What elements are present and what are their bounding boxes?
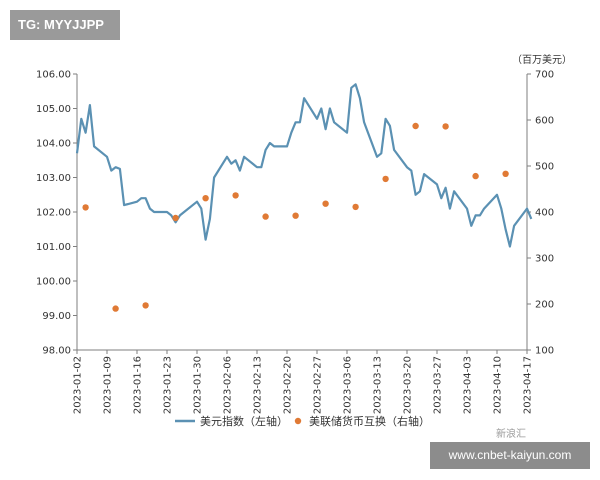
x-tick-label: 2023-04-10 xyxy=(493,356,504,414)
x-tick-label: 2023-03-06 xyxy=(343,356,354,414)
left-tick-label: 105.00 xyxy=(36,104,71,115)
swap-point xyxy=(292,212,299,219)
swap-point xyxy=(262,213,269,220)
left-tick-label: 103.00 xyxy=(36,173,71,184)
right-tick-label: 100 xyxy=(535,346,554,357)
left-tick-label: 98.00 xyxy=(42,346,71,357)
x-tick-label: 2023-01-16 xyxy=(133,356,144,414)
watermark-bottom-right: www.cnbet-kaiyun.com xyxy=(430,442,590,469)
logo-watermark: 新浪汇 xyxy=(496,429,526,440)
swap-point xyxy=(142,302,149,309)
legend-line-label: 美元指数（左轴） xyxy=(200,414,288,428)
swap-point xyxy=(232,192,239,199)
x-tick-label: 2023-01-23 xyxy=(163,356,174,414)
swap-point xyxy=(202,195,209,202)
left-tick-label: 101.00 xyxy=(36,242,71,253)
left-tick-label: 104.00 xyxy=(36,139,71,150)
left-tick-label: 106.00 xyxy=(36,70,71,81)
legend: 美元指数（左轴） 美联储货币互换（右轴） xyxy=(175,414,430,428)
right-tick-label: 400 xyxy=(535,208,554,219)
x-tick-label: 2023-01-02 xyxy=(73,356,84,414)
swap-point xyxy=(352,203,359,211)
left-tick-label: 99.00 xyxy=(42,311,71,322)
swap-point xyxy=(172,214,179,222)
swap-point xyxy=(502,170,509,177)
x-tick-label: 2023-03-13 xyxy=(373,356,384,414)
watermark-top-left: TG: MYYJJPP xyxy=(10,10,120,40)
x-tick-label: 2023-03-20 xyxy=(403,356,414,414)
swap-point xyxy=(82,204,89,211)
x-tick-label: 2023-02-20 xyxy=(283,356,294,414)
x-tick-label: 2023-03-27 xyxy=(433,356,444,414)
dollar-index-line xyxy=(75,83,533,248)
swap-point xyxy=(322,200,329,207)
x-tick-label: 2023-01-30 xyxy=(193,356,204,414)
x-tick-label: 2023-01-09 xyxy=(103,356,114,414)
right-axis-unit: （百万美元） xyxy=(512,53,572,66)
legend-dot-label: 美联储货币互换（右轴） xyxy=(309,414,430,428)
swap-point xyxy=(442,123,449,130)
x-tick-label: 2023-04-03 xyxy=(463,356,474,414)
x-tick-label: 2023-02-06 xyxy=(223,356,234,414)
right-tick-label: 500 xyxy=(535,162,554,173)
x-tick-label: 2023-02-13 xyxy=(253,356,264,414)
swap-point xyxy=(412,122,419,130)
right-tick-label: 300 xyxy=(535,254,554,265)
swap-point xyxy=(472,172,479,180)
right-tick-label: 200 xyxy=(535,300,554,311)
legend-dot-swatch xyxy=(294,417,302,425)
x-tick-label: 2023-04-17 xyxy=(523,356,534,414)
swap-point xyxy=(382,175,389,183)
left-tick-label: 100.00 xyxy=(36,277,71,288)
left-tick-label: 102.00 xyxy=(36,208,71,219)
x-tick-label: 2023-02-27 xyxy=(313,356,324,414)
right-tick-label: 600 xyxy=(535,116,554,127)
swap-point xyxy=(112,305,119,312)
right-tick-label: 700 xyxy=(535,70,554,81)
